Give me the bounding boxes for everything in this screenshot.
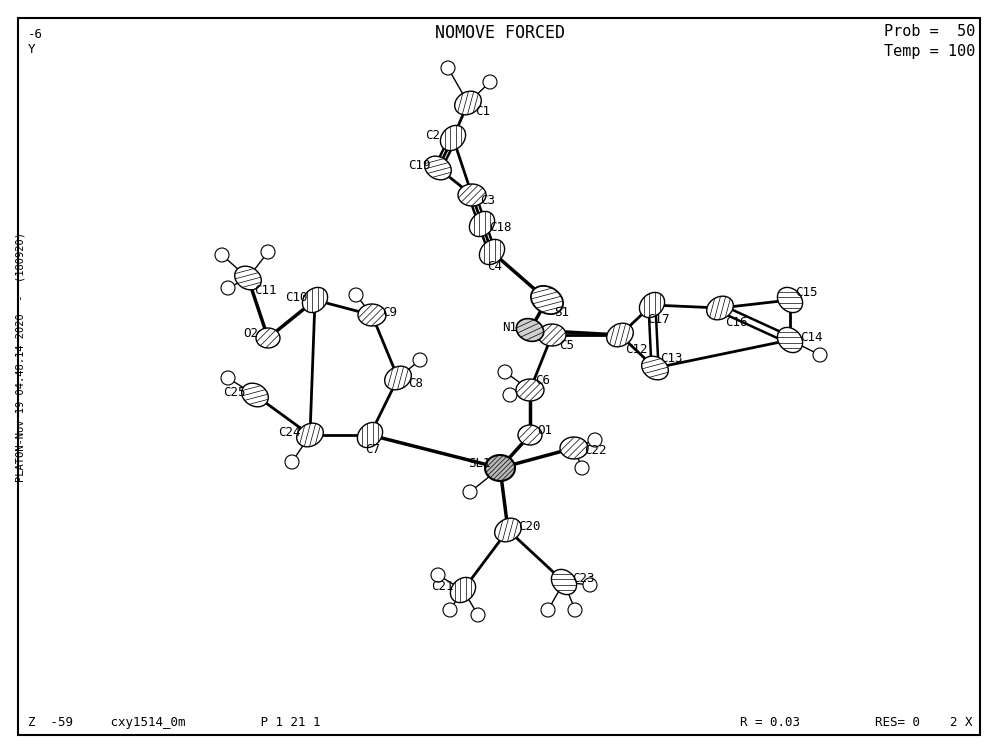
Circle shape (349, 288, 363, 302)
Text: O2: O2 (243, 327, 258, 340)
Circle shape (441, 61, 455, 75)
Text: R = 0.03          RES= 0    2 X: R = 0.03 RES= 0 2 X (740, 716, 972, 729)
Text: C16: C16 (725, 316, 748, 328)
Ellipse shape (551, 569, 577, 595)
Text: C14: C14 (800, 331, 822, 343)
Ellipse shape (256, 328, 280, 348)
Circle shape (588, 433, 602, 447)
Text: C20: C20 (518, 520, 540, 533)
Circle shape (463, 485, 477, 499)
Ellipse shape (639, 292, 665, 318)
Ellipse shape (495, 518, 521, 542)
Ellipse shape (479, 239, 505, 264)
Text: S1: S1 (554, 306, 569, 319)
Circle shape (483, 75, 497, 89)
Ellipse shape (777, 328, 803, 352)
Text: C12: C12 (625, 343, 648, 355)
Circle shape (568, 603, 582, 617)
Circle shape (541, 603, 555, 617)
Circle shape (285, 455, 299, 469)
Ellipse shape (357, 422, 383, 447)
Ellipse shape (707, 296, 733, 320)
Text: C25: C25 (223, 386, 246, 398)
Circle shape (261, 245, 275, 259)
Text: C7: C7 (365, 443, 380, 456)
Text: -6: -6 (28, 28, 43, 41)
Ellipse shape (516, 319, 544, 341)
Circle shape (575, 461, 589, 475)
Circle shape (221, 281, 235, 295)
Text: C18: C18 (489, 221, 512, 233)
Text: N1: N1 (502, 321, 517, 334)
Text: C17: C17 (647, 312, 670, 325)
Text: NOMOVE FORCED: NOMOVE FORCED (435, 24, 565, 42)
Ellipse shape (458, 184, 486, 206)
Text: C24: C24 (278, 425, 300, 438)
Circle shape (471, 608, 485, 622)
Text: C5: C5 (559, 339, 574, 352)
Text: C6: C6 (535, 373, 550, 386)
Circle shape (221, 371, 235, 385)
Circle shape (443, 603, 457, 617)
Ellipse shape (560, 437, 588, 459)
Ellipse shape (242, 383, 268, 407)
Circle shape (498, 365, 512, 379)
Ellipse shape (518, 425, 542, 445)
Text: Prob =  50: Prob = 50 (884, 24, 975, 39)
Text: C2: C2 (425, 129, 440, 142)
Circle shape (583, 578, 597, 592)
Text: PLATON-Nov 19 04:48:14 2020  -  (180920): PLATON-Nov 19 04:48:14 2020 - (180920) (16, 232, 26, 482)
Circle shape (215, 248, 229, 262)
Text: C9: C9 (382, 306, 397, 319)
Ellipse shape (469, 212, 495, 236)
Text: Z  -59     cxy1514_0m          P 1 21 1: Z -59 cxy1514_0m P 1 21 1 (28, 716, 320, 729)
Ellipse shape (440, 126, 466, 151)
Ellipse shape (531, 286, 563, 314)
Text: C1: C1 (475, 105, 490, 117)
Ellipse shape (385, 366, 411, 390)
Ellipse shape (538, 324, 566, 346)
Circle shape (431, 568, 445, 582)
Ellipse shape (642, 356, 668, 380)
Text: C13: C13 (660, 352, 682, 364)
Text: C3: C3 (480, 194, 495, 206)
Text: C11: C11 (254, 283, 276, 297)
Circle shape (813, 348, 827, 362)
Ellipse shape (485, 455, 515, 481)
Text: C22: C22 (584, 444, 606, 456)
Text: Y: Y (28, 43, 36, 56)
Ellipse shape (777, 288, 803, 312)
Text: C19: C19 (408, 158, 430, 172)
Ellipse shape (607, 323, 633, 347)
Ellipse shape (302, 288, 328, 312)
Circle shape (503, 388, 517, 402)
Text: C15: C15 (795, 285, 818, 298)
Text: Temp = 100: Temp = 100 (884, 44, 975, 59)
Circle shape (413, 353, 427, 367)
Ellipse shape (516, 379, 544, 401)
Ellipse shape (450, 578, 476, 602)
Ellipse shape (235, 266, 261, 290)
Text: C4: C4 (487, 260, 502, 273)
Text: C10: C10 (285, 291, 308, 303)
Ellipse shape (297, 423, 323, 447)
Ellipse shape (455, 91, 481, 114)
Ellipse shape (358, 304, 386, 326)
Text: C23: C23 (572, 572, 594, 586)
Text: O1: O1 (537, 423, 552, 437)
Text: C21: C21 (431, 581, 454, 593)
Ellipse shape (425, 156, 451, 180)
Text: SL1: SL1 (468, 456, 490, 470)
Text: C8: C8 (408, 376, 423, 389)
